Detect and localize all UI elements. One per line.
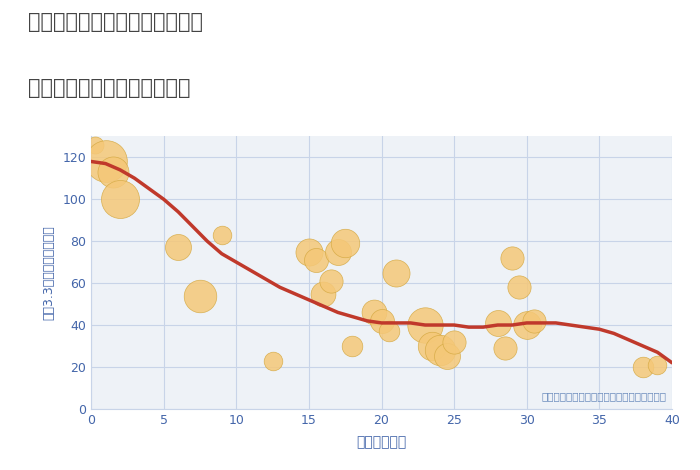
Point: [114, 196, 126, 203]
Point: [195, 292, 206, 299]
Point: [521, 321, 532, 329]
Y-axis label: 坪（3.3㎡）単価（万円）: 坪（3.3㎡）単価（万円）: [42, 225, 55, 320]
Point: [100, 158, 111, 165]
Point: [332, 248, 344, 255]
Point: [449, 338, 460, 345]
Point: [419, 321, 430, 329]
Point: [507, 254, 518, 262]
Point: [303, 248, 314, 255]
Point: [340, 240, 351, 247]
Point: [434, 346, 445, 354]
Point: [492, 319, 503, 327]
Point: [391, 269, 402, 276]
Point: [90, 141, 101, 149]
Point: [346, 342, 358, 350]
Point: [216, 231, 228, 239]
Point: [172, 243, 183, 251]
Point: [318, 290, 329, 298]
Point: [514, 283, 525, 291]
Point: [107, 168, 118, 176]
Text: 円の大きさは、取引のあった物件面積を示す: 円の大きさは、取引のあった物件面積を示す: [541, 391, 666, 401]
Point: [528, 317, 540, 325]
Point: [638, 363, 649, 371]
Point: [325, 277, 336, 285]
Text: 築年数別中古マンション価格: 築年数別中古マンション価格: [28, 78, 190, 98]
Point: [499, 345, 510, 352]
Point: [383, 328, 394, 335]
Point: [441, 352, 452, 360]
Point: [652, 361, 663, 368]
Point: [369, 309, 380, 316]
Text: 兵庫県姫路市飾磨区今在家北の: 兵庫県姫路市飾磨区今在家北の: [28, 12, 203, 32]
Point: [311, 256, 322, 264]
Point: [427, 342, 438, 350]
Point: [267, 357, 278, 364]
Point: [376, 317, 387, 325]
X-axis label: 築年数（年）: 築年数（年）: [356, 435, 407, 449]
